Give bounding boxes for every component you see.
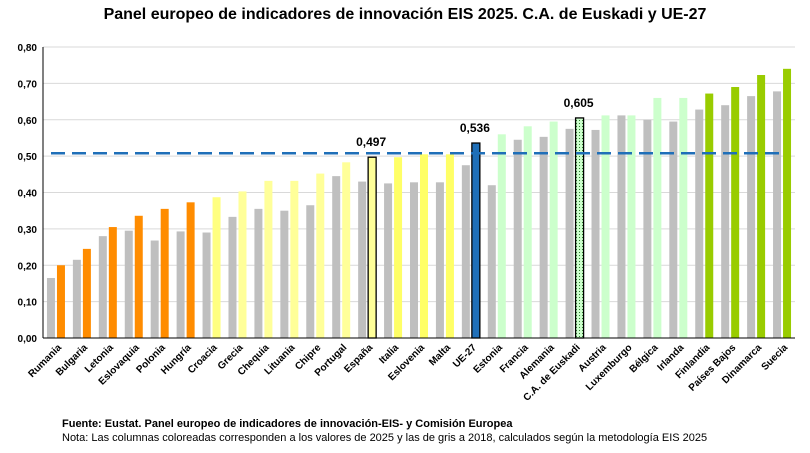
bar-2018 — [513, 139, 522, 338]
data-label: 0,536 — [460, 121, 490, 135]
bar-2025 — [108, 227, 117, 338]
bar-2018 — [773, 91, 782, 338]
bar-2018 — [410, 182, 418, 338]
x-axis-labels: RumaniaBulgariaLetoniaEslovaquiaPoloniaH… — [26, 342, 790, 404]
bar-2018 — [228, 216, 237, 338]
bar-2025 — [705, 93, 714, 338]
x-tick-label: Malta — [427, 342, 453, 368]
bar-2025 — [549, 121, 558, 338]
axes — [42, 47, 795, 339]
bar-2018 — [280, 210, 289, 338]
x-tick-label: España — [342, 342, 375, 375]
bar-2018 — [254, 208, 263, 338]
bar-2025 — [212, 197, 221, 338]
bar-2025 — [264, 180, 273, 338]
data-label: 0,497 — [356, 135, 386, 149]
bar-2018 — [384, 183, 393, 338]
bar-2025 — [574, 117, 585, 339]
data-label: 0,605 — [564, 96, 594, 110]
bar-2025 — [82, 248, 91, 338]
x-tick-label: Croacia — [186, 342, 220, 376]
bar-2025 — [523, 126, 532, 338]
y-tick-label: 0,70 — [18, 79, 38, 90]
bar-2025 — [471, 142, 481, 339]
bar-2025 — [420, 154, 428, 338]
chart-title: Panel europeo de indicadores de innovaci… — [103, 6, 707, 23]
y-axis-ticks: 0,00 0,10 0,20 0,30 0,40 0,50 0,60 0,70 0,80 — [18, 43, 38, 345]
y-tick-label: 0,20 — [18, 261, 38, 272]
bar-2018 — [539, 136, 548, 338]
bar-2018 — [435, 182, 444, 338]
bar-2025 — [679, 97, 688, 338]
bar-2018 — [306, 205, 315, 338]
bar-2018 — [46, 277, 55, 338]
bars — [46, 68, 792, 339]
bar-2018 — [747, 96, 756, 338]
bar-2025 — [653, 97, 662, 338]
x-tick-label: Bélgica — [628, 342, 661, 375]
bar-2025 — [497, 134, 506, 338]
y-tick-label: 0,60 — [18, 116, 38, 127]
bar-2025 — [783, 68, 792, 338]
bar-2025 — [367, 156, 377, 339]
bar-2018 — [695, 109, 704, 338]
bar-2025 — [56, 265, 65, 338]
bar-2025 — [445, 154, 454, 338]
bar-2025 — [134, 215, 143, 338]
bar-2018 — [591, 129, 600, 338]
bar-2018 — [487, 185, 496, 338]
bar-2018 — [565, 128, 574, 338]
bar-2025 — [731, 87, 740, 338]
y-tick-label: 0,00 — [18, 334, 38, 345]
bar-2025 — [627, 115, 636, 338]
y-tick-label: 0,80 — [18, 43, 38, 54]
bar-2018 — [669, 121, 678, 338]
bar-2025 — [186, 202, 195, 338]
y-tick-label: 0,30 — [18, 225, 38, 236]
bar-2018 — [332, 176, 341, 338]
x-tick-label: Suecia — [760, 342, 791, 373]
y-tick-label: 0,50 — [18, 152, 38, 163]
bar-2025 — [394, 157, 403, 338]
bar-2018 — [461, 165, 470, 338]
source-text: Fuente: Eustat. Panel europeo de indicad… — [62, 418, 513, 430]
bar-2018 — [202, 232, 211, 338]
y-tick-label: 0,40 — [18, 189, 38, 200]
annotations: 0,497 0,536 0,605 — [356, 96, 594, 149]
bar-2018 — [124, 230, 133, 338]
y-tick-label: 0,10 — [18, 298, 38, 309]
bar-2018 — [358, 181, 367, 338]
bar-2018 — [176, 231, 185, 338]
bar-2018 — [98, 236, 107, 338]
bar-2018 — [721, 105, 730, 338]
bar-2025 — [160, 208, 169, 338]
bar-2018 — [72, 259, 81, 338]
bar-2025 — [601, 115, 610, 338]
bar-2025 — [757, 75, 766, 338]
bar-2025 — [342, 162, 351, 338]
bar-2018 — [643, 119, 652, 338]
bar-2018 — [617, 115, 626, 338]
note-text: Nota: Las columnas coloreadas correspond… — [62, 432, 708, 444]
bar-2025 — [316, 173, 325, 338]
bar-2018 — [150, 240, 159, 338]
bar-2025 — [238, 191, 247, 338]
bar-2025 — [290, 180, 299, 338]
